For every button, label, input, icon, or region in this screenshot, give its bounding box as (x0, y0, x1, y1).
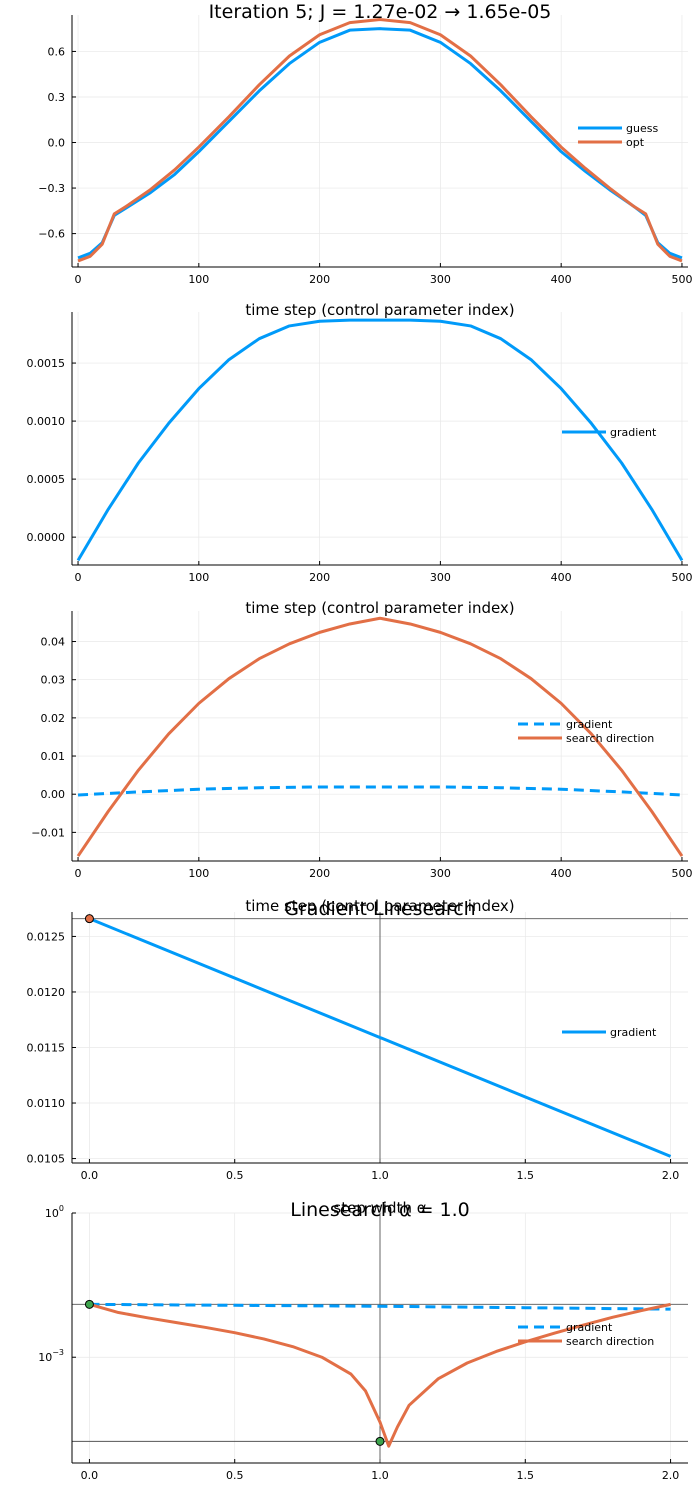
y-tick-label: 0.0110 (27, 1097, 66, 1110)
y-tick-label: 10−3 (38, 1348, 64, 1364)
x-axis-label: step width α (333, 1199, 426, 1217)
y-tick-label: 0.6 (48, 45, 66, 58)
chart-title: Gradient Linesearch (284, 898, 475, 920)
y-tick-label: 0.01 (41, 750, 66, 763)
y-tick-label: 100 (45, 1204, 64, 1220)
x-tick-label: 1.5 (517, 1469, 535, 1482)
y-tick-label: −0.01 (31, 826, 65, 839)
chart-panel-2: 0.0000 0.0005 0.0010 0.0015 0 100 200 300 400 500… (27, 312, 692, 617)
legend-label: gradient (566, 718, 613, 731)
y-tick-label: 0.0120 (27, 986, 66, 999)
legend: gradient (562, 1026, 657, 1039)
y-tick-label: 0.0000 (27, 531, 66, 544)
series-line-gradient (76, 318, 684, 562)
linesearch-point-marker (375, 1436, 385, 1446)
x-tick-label: 500 (671, 867, 692, 880)
x-tick-label: 200 (309, 571, 330, 584)
y-tick-label: 0.0105 (27, 1153, 66, 1166)
y-tick-label: 0.0015 (27, 357, 66, 370)
y-tick-label: 0.0005 (27, 473, 66, 486)
x-tick-label: 0 (75, 273, 82, 286)
x-tick-label: 300 (430, 571, 451, 584)
x-tick-label: 500 (671, 571, 692, 584)
legend: gradient (562, 426, 657, 439)
series-line-opt (77, 18, 683, 263)
x-tick-label: 200 (309, 273, 330, 286)
y-tick-label: 0.00 (41, 788, 66, 801)
chart-panel-3: −0.01 0.00 0.01 0.02 0.03 0.04 0 100 200 300 400 50… (31, 611, 692, 915)
y-tick-label: 0.0115 (27, 1041, 66, 1054)
x-tick-label: 400 (551, 867, 572, 880)
x-tick-label: 1.0 (371, 1469, 389, 1482)
y-tick-label: 0.02 (41, 712, 66, 725)
legend-label: search direction (566, 732, 654, 745)
linesearch-point-marker (84, 1299, 94, 1309)
x-axis-label: time step (control parameter index) (245, 897, 514, 915)
x-tick-label: 300 (430, 273, 451, 286)
series-line-search-direction (76, 616, 684, 857)
x-tick-label: 500 (671, 273, 692, 286)
x-tick-label: 0.0 (81, 1469, 99, 1482)
y-tick-label: 0.0125 (27, 930, 66, 943)
x-tick-label: 2.0 (662, 1169, 680, 1182)
y-tick-label: 0.0 (48, 137, 66, 150)
x-tick-label: 0 (75, 571, 82, 584)
legend-label: gradient (610, 426, 657, 439)
y-tick-label: −0.6 (38, 228, 65, 241)
series-line-gradient (89, 1302, 671, 1311)
y-tick-label: 0.3 (48, 91, 66, 104)
legend-label: gradient (610, 1026, 657, 1039)
x-tick-label: 100 (188, 867, 209, 880)
y-tick-label: 0.03 (41, 674, 66, 687)
legend-label: search direction (566, 1335, 654, 1348)
chart-title: Iteration 5; J = 1.27e-02 → 1.65e-05 (209, 1, 552, 23)
x-tick-label: 200 (309, 867, 330, 880)
x-axis-label: time step (control parameter index) (245, 599, 514, 617)
legend-label: gradient (566, 1321, 613, 1334)
x-tick-label: 400 (551, 273, 572, 286)
x-tick-label: 100 (188, 571, 209, 584)
series-line-search-direction (89, 1302, 671, 1448)
x-tick-label: 0 (75, 867, 82, 880)
y-tick-label: 0.0010 (27, 415, 66, 428)
x-axis-label: time step (control parameter index) (245, 301, 514, 319)
series-line-gradient (88, 917, 672, 1158)
x-tick-label: 400 (551, 571, 572, 584)
legend-label: opt (626, 136, 645, 149)
x-tick-label: 0.5 (226, 1169, 244, 1182)
x-tick-label: 0.5 (226, 1469, 244, 1482)
y-tick-label: 0.04 (41, 636, 66, 649)
linesearch-point-marker (84, 914, 94, 924)
x-tick-label: 100 (188, 273, 209, 286)
series-line-gradient (77, 785, 683, 797)
x-tick-label: 0.0 (81, 1169, 99, 1182)
x-tick-label: 1.0 (371, 1169, 389, 1182)
y-tick-label: −0.3 (38, 182, 65, 195)
x-tick-label: 1.5 (517, 1169, 535, 1182)
legend-label: guess (626, 122, 658, 135)
chart-title: Linesearch α = 1.0 (290, 1199, 470, 1221)
x-tick-label: 2.0 (662, 1469, 680, 1482)
chart-panel-4: 0.0105 0.0110 0.0115 0.0120 0.0125 0.0 0.5 1.0 1… (27, 898, 688, 1217)
chart-panel-1: −0.6 −0.3 0.0 0.3 0.6 0 100 200 300 400 500 guessop… (38, 1, 692, 319)
x-tick-label: 300 (430, 867, 451, 880)
